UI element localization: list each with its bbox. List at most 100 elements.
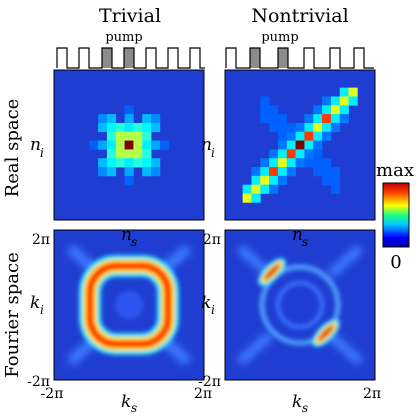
heatmap-cell: [277, 175, 288, 186]
heatmap-cell: [106, 114, 117, 124]
tick-trivial-y-top: 2π: [32, 232, 50, 248]
heatmap-cell: [313, 149, 323, 159]
heatmap-cell: [277, 149, 288, 159]
heatmap-cell: [124, 158, 134, 168]
tick-trivial-x-right: 2π: [194, 386, 212, 402]
heatmap-cell: [295, 158, 305, 168]
heatmap-cell: [151, 114, 161, 124]
svg-text:n: n: [201, 135, 212, 155]
heatmap-cell: [142, 167, 152, 177]
pump-label-nontrivial: pump: [261, 30, 298, 45]
svg-text:i: i: [211, 146, 215, 160]
heatmap-cell: [322, 167, 332, 177]
heatmap-cell: [124, 131, 134, 141]
heatmap-cell: [151, 140, 161, 150]
heatmap-cell: [330, 114, 341, 124]
svg-text:k: k: [121, 392, 131, 412]
heatmap-cell: [98, 140, 108, 150]
heatmap-cell: [260, 175, 270, 186]
heatmap-cell: [330, 96, 341, 106]
heatmap-cell: [133, 122, 143, 133]
heatmap-cell: [106, 131, 117, 141]
tick-trivial-y-bottom: -2π: [27, 374, 50, 390]
column-title-trivial: Trivial: [99, 5, 161, 27]
svg-text:n: n: [30, 135, 41, 155]
heatmap-cell: [115, 131, 125, 141]
heatmap-cell: [124, 149, 134, 159]
heatmap-cell: [106, 140, 117, 150]
heatmap-cell: [115, 122, 125, 133]
heatmap-cell: [295, 149, 305, 159]
heatmap-cell: [98, 122, 108, 133]
heatmap-cell: [142, 122, 152, 133]
row-title-real-space: Real space: [2, 99, 23, 198]
heatmap-cell: [251, 175, 261, 186]
real-space-ylabel-trivial: n i: [30, 135, 44, 160]
heatmap-cell: [115, 140, 125, 150]
tick-trivial-x-left: -2π: [41, 386, 64, 402]
heatmap-cell: [124, 122, 134, 133]
panel-trivial-fourier: [53, 229, 205, 381]
heatmap-cell: [260, 184, 270, 194]
heatmap-cell: [98, 114, 108, 124]
pump-pulse-active: [278, 48, 288, 68]
heatmap-cell: [133, 140, 143, 150]
heatmap-cell: [286, 131, 296, 141]
heatmap-cell: [286, 140, 296, 150]
fourier-ylabel-nontrivial: k i: [201, 293, 215, 317]
heatmap-cell: [295, 122, 305, 133]
pump-pulse-train-trivial: [56, 47, 205, 69]
heatmap-cell: [159, 140, 170, 150]
heatmap-cell: [151, 167, 161, 177]
heatmap-cell: [313, 158, 323, 168]
heatmap-cell: [304, 122, 314, 133]
heatmap-cell: [330, 167, 341, 177]
heatmap-cell: [260, 105, 270, 115]
heatmap-cell: [277, 114, 288, 124]
real-space-xlabel-nontrivial: n s: [292, 225, 308, 249]
heatmap-cell: [277, 158, 288, 168]
tick-nontrivial-y-bottom: -2π: [198, 374, 221, 390]
heatmap-cell: [269, 105, 279, 115]
heatmap-cell: [322, 131, 332, 141]
heatmap-cell: [133, 131, 143, 141]
heatmap-cell: [124, 105, 134, 115]
heatmap-cell: [304, 158, 314, 168]
heatmap-cell: [330, 184, 341, 194]
pump-pulse-active: [250, 48, 260, 68]
colorbar: [382, 182, 410, 248]
heatmap-cell: [339, 96, 349, 106]
heatmap-cell: [304, 114, 314, 124]
heatmap-cell: [106, 167, 117, 177]
tick-nontrivial-x-right: 2π: [363, 386, 381, 402]
heatmap-cell: [106, 122, 117, 133]
heatmap-cell: [339, 87, 349, 97]
heatmap-cell: [313, 114, 323, 124]
heatmap-cell: [269, 114, 279, 124]
heatmap-cell: [330, 175, 341, 186]
svg-text:s: s: [302, 401, 308, 415]
fourier-xlabel-nontrivial: k s: [292, 392, 308, 415]
pump-pulse-train-nontrivial: [225, 47, 374, 69]
heatmap-cell: [142, 149, 152, 159]
heatmap-cell: [348, 96, 358, 106]
svg-text:k: k: [30, 293, 40, 313]
heatmap-cell: [115, 158, 125, 168]
heatmap-cell: [124, 167, 134, 177]
heatmap-cell: [89, 140, 99, 150]
heatmap-cell: [106, 149, 117, 159]
heatmap-cell: [322, 175, 332, 186]
heatmap-cell: [98, 158, 108, 168]
colorbar-max-label: max: [376, 160, 414, 181]
heatmap-cell: [348, 87, 358, 97]
heatmap-cell: [313, 167, 323, 177]
svg-text:i: i: [40, 146, 44, 160]
heatmap-cell: [304, 149, 314, 159]
svg-text:k: k: [292, 392, 302, 412]
heatmap-cell: [322, 105, 332, 115]
heatmap-cell: [251, 167, 261, 177]
heatmap-cell: [286, 149, 296, 159]
heatmap-cell: [304, 140, 314, 150]
heatmap-cell: [277, 131, 288, 141]
heatmap-cell: [277, 122, 288, 133]
